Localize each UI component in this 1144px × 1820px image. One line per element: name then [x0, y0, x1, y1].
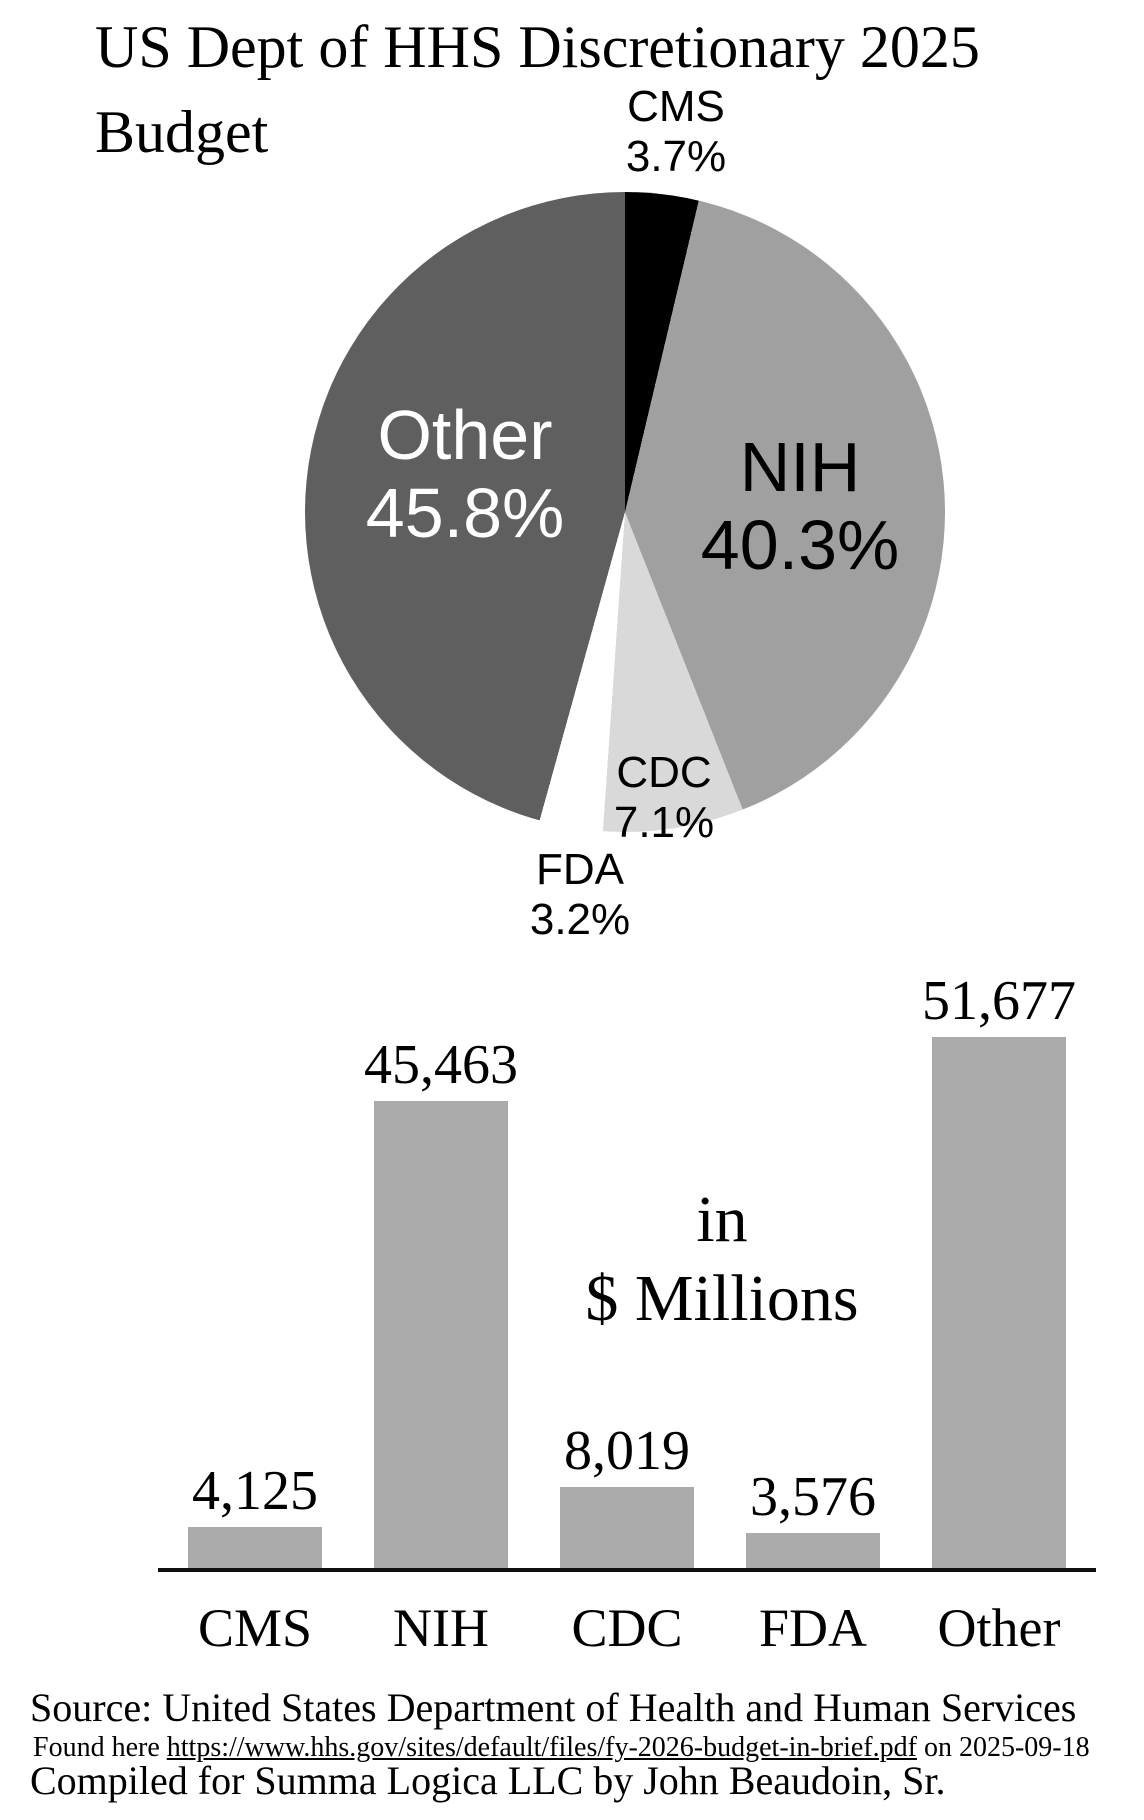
bar-category-label-other: Other [937, 1598, 1061, 1658]
found-line: Found here https://www.hhs.gov/sites/def… [33, 1732, 1090, 1764]
bar-fda [746, 1533, 880, 1570]
pie-label-cdc: CDC 7.1% [614, 748, 714, 848]
bar-category-label-cdc: CDC [571, 1598, 683, 1658]
pie-label-name: NIH [739, 428, 861, 506]
bar-value-label-nih: 45,463 [364, 1034, 518, 1096]
pie-label-name: FDA [535, 845, 624, 894]
source-link[interactable]: https://www.hhs.gov/sites/default/files/… [166, 1732, 917, 1763]
page-title-line1: US Dept of HHS Discretionary 2025 [95, 14, 980, 80]
bar-category-label-cms: CMS [197, 1598, 313, 1658]
units-note-line1: in [696, 1183, 748, 1256]
x-axis-line [158, 1568, 1096, 1572]
bar-nih [374, 1101, 508, 1570]
pie-label-pct: 3.7% [625, 132, 727, 181]
pie-chart [305, 192, 945, 832]
pie-label-name: CDC [616, 748, 712, 797]
pie-label-pct: 7.1% [613, 798, 715, 847]
bar-value-label-cms: 4,125 [192, 1460, 318, 1522]
pie-label-pct: 40.3% [700, 506, 900, 584]
bar-category-label-fda: FDA [758, 1598, 868, 1658]
found-prefix: Found here [33, 1732, 167, 1763]
pie-label-pct: 45.8% [365, 474, 565, 552]
bar-cms [188, 1527, 322, 1570]
bar-value-label-fda: 3,576 [750, 1466, 876, 1528]
pie-label-other: Other 45.8% [366, 396, 564, 552]
bar-other [932, 1037, 1066, 1570]
compiled-line: Compiled for Summa Logica LLC by John Be… [30, 1758, 946, 1803]
bar-value-label-other: 51,677 [922, 970, 1076, 1032]
found-suffix: on 2025-09-18 [916, 1732, 1090, 1763]
units-note: in $ Millions [472, 1180, 972, 1338]
bar-category-label-nih: NIH [393, 1598, 489, 1658]
bar-value-label-cdc: 8,019 [564, 1420, 690, 1482]
source-line: Source: United States Department of Heal… [30, 1685, 1077, 1730]
pie-label-fda: FDA 3.2% [530, 845, 630, 945]
pie-label-name: Other [377, 396, 553, 474]
pie-label-pct: 3.2% [529, 895, 631, 944]
bar-cdc [560, 1487, 694, 1570]
pie-label-nih: NIH 40.3% [701, 428, 899, 584]
pie-label-cms: CMS 3.7% [626, 82, 726, 182]
units-note-line2: $ Millions [585, 1262, 859, 1335]
pie-label-name: CMS [627, 82, 725, 131]
page-title: US Dept of HHS Discretionary 2025 Budget [95, 5, 1100, 175]
page-title-line2: Budget [95, 99, 269, 165]
